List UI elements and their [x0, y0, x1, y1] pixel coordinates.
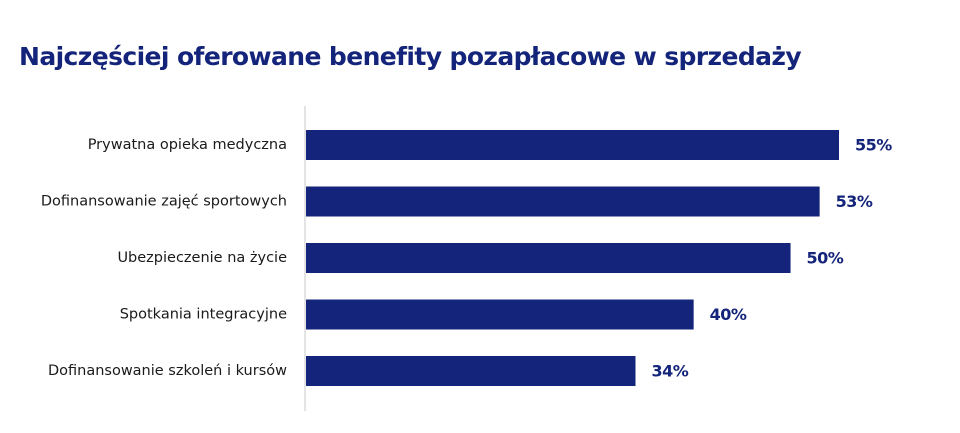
- bar: [306, 243, 791, 273]
- category-label: Dofinansowanie zajęć sportowych: [41, 194, 287, 210]
- bar: [306, 130, 839, 160]
- value-label: 55%: [855, 136, 892, 155]
- value-label: 53%: [836, 192, 873, 211]
- category-label: Spotkania integracyjne: [120, 307, 287, 323]
- category-labels-group: Prywatna opieka medyczna Dofinansowanie z…: [41, 137, 287, 379]
- value-label: 40%: [710, 305, 747, 324]
- bar: [306, 186, 820, 217]
- chart-title: Najczęściej oferowane benefity pozapłaco…: [19, 42, 802, 71]
- bars-group: [306, 130, 839, 386]
- category-label: Dofinansowanie szkoleń i kursów: [48, 363, 287, 379]
- bar: [306, 356, 636, 386]
- bar: [306, 299, 694, 330]
- value-label: 34%: [651, 362, 688, 381]
- value-label: 50%: [807, 249, 844, 268]
- category-label: Prywatna opieka medyczna: [88, 137, 287, 153]
- value-labels-group: 55% 53% 50% 40% 34%: [651, 136, 892, 381]
- category-label: Ubezpieczenie na życie: [117, 250, 287, 266]
